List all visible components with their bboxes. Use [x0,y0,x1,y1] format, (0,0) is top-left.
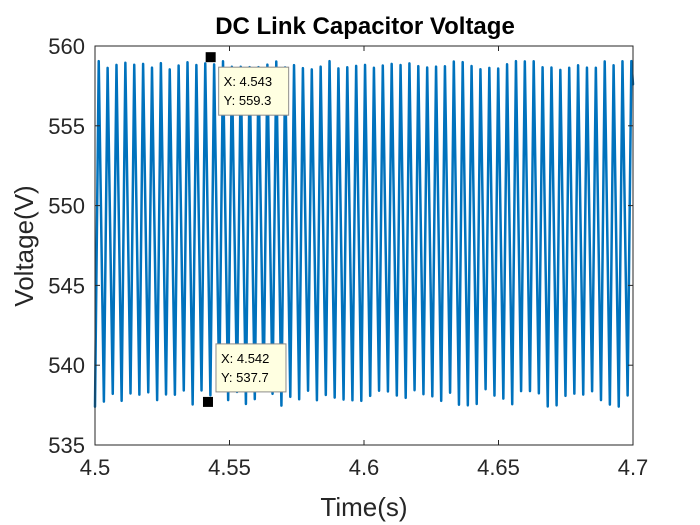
x-tick-label: 4.6 [349,455,380,480]
data-tip-box [215,343,287,393]
data-tip-marker[interactable] [205,52,216,63]
data-tip[interactable]: X: 4.543 Y: 559.3 [205,52,290,116]
y-tick-label: 555 [48,114,85,139]
x-tick-label: 4.5 [80,455,111,480]
data-tip-y-value: Y: 537.7 [221,370,269,385]
y-tick-label: 540 [48,353,85,378]
series-line [93,59,635,408]
y-tick-label: 560 [48,34,85,59]
x-tick-label: 4.65 [477,455,520,480]
y-tick-label: 535 [48,433,85,458]
x-axis-title: Time(s) [320,492,407,522]
data-tip-box [218,66,290,116]
data-tip-marker[interactable] [202,396,213,407]
chart-title: DC Link Capacitor Voltage [215,13,515,40]
series-layer [93,59,635,408]
x-tick-label: 4.55 [208,455,251,480]
data-tip[interactable]: X: 4.542 Y: 537.7 [202,343,287,407]
data-tip-x-value: X: 4.542 [221,351,269,366]
annotation-layer: X: 4.543 Y: 559.3 X: 4.542 Y: 537.7 [202,52,290,407]
y-tick-label: 545 [48,273,85,298]
data-tip-y-value: Y: 559.3 [224,93,272,108]
y-axis-title: Voltage(V) [9,185,39,306]
plot-area: 4.5 4.55 4.6 4.65 4.7 535 540 545 550 555 560 [48,34,648,480]
ticks-layer: 4.5 4.55 4.6 4.65 4.7 535 540 545 550 555 560 [48,34,648,480]
data-tip-x-value: X: 4.543 [224,74,272,89]
x-tick-label: 4.7 [618,455,649,480]
y-tick-label: 550 [48,194,85,219]
